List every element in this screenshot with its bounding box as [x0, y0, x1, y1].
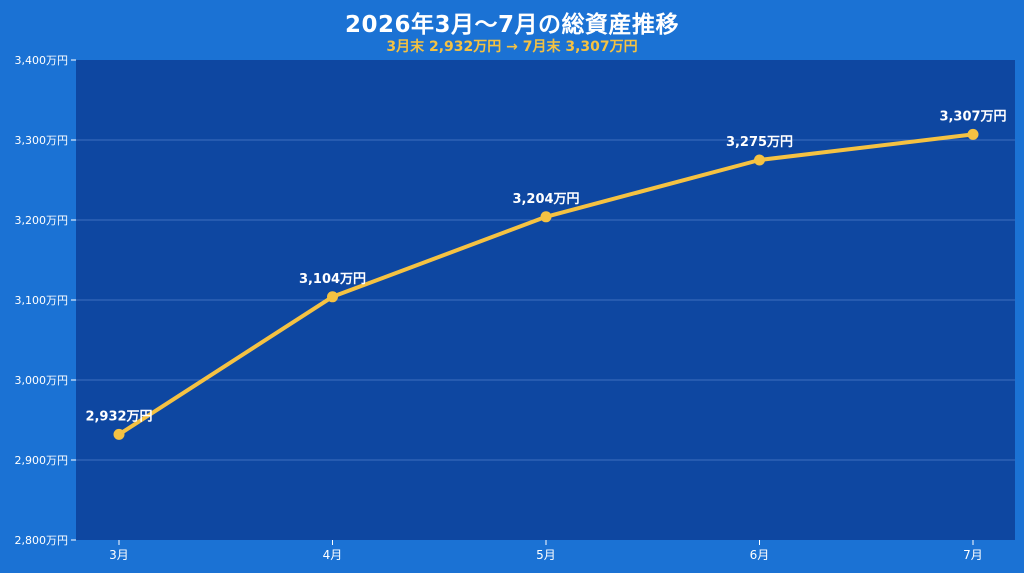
x-tick-label: 7月	[963, 548, 983, 562]
data-label: 3,275万円	[726, 135, 793, 150]
y-tick-label: 3,000万円	[15, 374, 69, 387]
data-point	[754, 154, 765, 166]
data-label: 3,307万円	[939, 109, 1006, 124]
y-tick-label: 3,300万円	[15, 134, 69, 147]
data-label: 3,204万円	[512, 192, 579, 207]
x-axis: 3月 4月 5月 6月 7月	[109, 540, 983, 562]
y-tick-label: 3,200万円	[15, 214, 69, 227]
x-tick-label: 6月	[750, 548, 770, 562]
data-label: 2,932万円	[85, 409, 152, 424]
y-tick-label: 2,800万円	[15, 534, 69, 547]
x-tick-label: 5月	[536, 548, 556, 562]
data-labels: 2,932万円 3,104万円 3,204万円 3,275万円 3,307万円	[85, 109, 1006, 424]
y-axis: 2,800万円 2,900万円 3,000万円 3,100万円 3,200万円 3,300…	[15, 54, 76, 547]
chart-subtitle: 3月末 2,932万円 → 7月末 3,307万円	[386, 39, 638, 55]
chart-title: 2026年3月〜7月の総資産推移	[344, 12, 680, 38]
data-points	[113, 128, 979, 440]
x-tick-label: 4月	[323, 548, 343, 562]
y-tick-label: 3,400万円	[15, 54, 69, 67]
x-tick-label: 3月	[109, 548, 129, 562]
data-point	[327, 291, 338, 303]
data-point	[113, 428, 125, 440]
y-tick-label: 3,100万円	[15, 294, 69, 307]
data-point	[540, 211, 552, 223]
data-point	[967, 128, 979, 140]
y-tick-label: 2,900万円	[15, 454, 69, 467]
data-label: 3,104万円	[299, 272, 366, 287]
